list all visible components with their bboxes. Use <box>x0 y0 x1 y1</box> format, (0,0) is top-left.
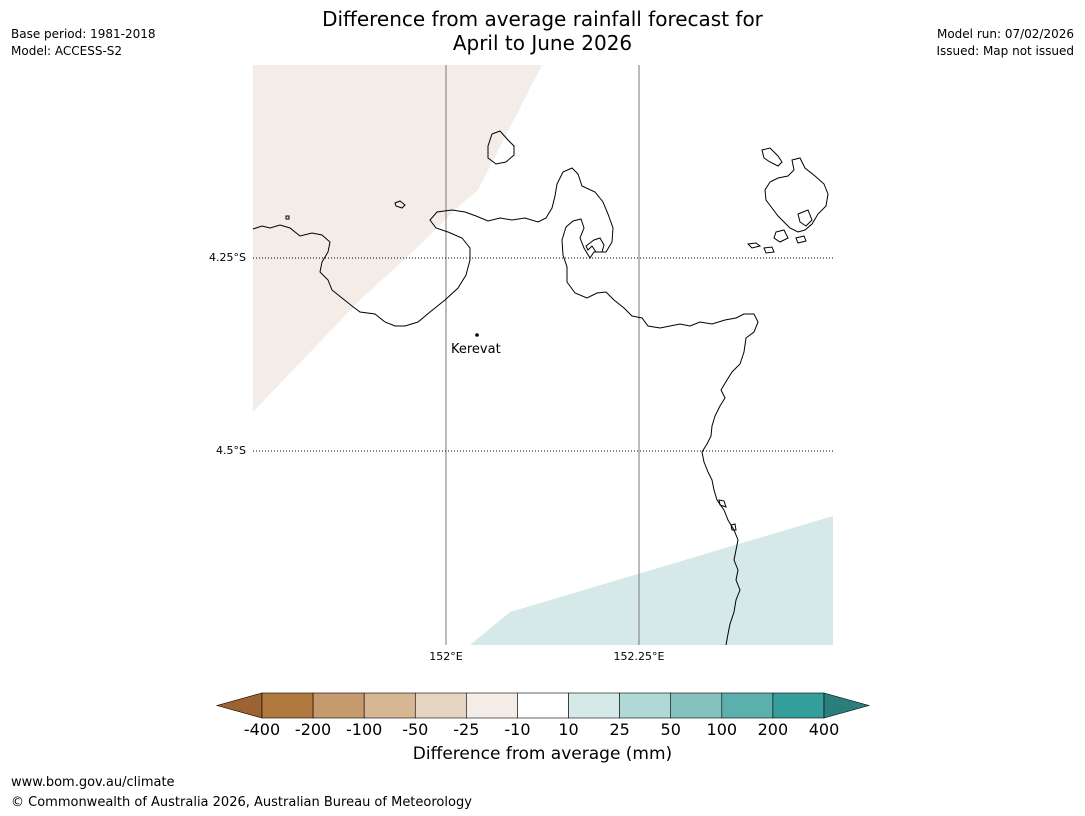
colorbar-tick-label: 100 <box>706 720 738 739</box>
title-line-2: April to June 2026 <box>452 31 633 55</box>
footer-copyright: © Commonwealth of Australia 2026, Austra… <box>11 795 472 810</box>
island-north <box>487 130 515 165</box>
colorbar-tick-label: -50 <box>402 720 429 739</box>
lat-label-4-25: 4.25°S <box>209 251 246 264</box>
kerevat-marker <box>475 333 479 337</box>
island-small-west <box>394 200 406 209</box>
colorbar-tick-label: -400 <box>243 720 281 739</box>
colorbar-tick-label: 50 <box>660 720 681 739</box>
colorbar-tick-label: -25 <box>453 720 480 739</box>
colorbar-segment <box>568 692 620 719</box>
title-line-1: Difference from average rainfall forecas… <box>322 7 763 31</box>
lon-label-152: 152°E <box>429 650 463 663</box>
shading-northwest <box>253 65 542 412</box>
footer-url: www.bom.gov.au/climate <box>11 775 175 790</box>
meta-left: Base period: 1981-2018 Model: ACCESS-S2 <box>11 26 156 60</box>
colorbar-segment <box>619 692 672 719</box>
lon-label-152-25: 152.25°E <box>613 650 665 663</box>
colorbar-tick-label: -200 <box>294 720 332 739</box>
colorbar-segment <box>312 692 365 719</box>
colorbar-segment <box>772 692 825 719</box>
model-name: Model: ACCESS-S2 <box>11 44 123 58</box>
coastline-main <box>252 167 759 646</box>
colorbar-title: Difference from average (mm) <box>412 744 673 764</box>
map-title: Difference from average rainfall forecas… <box>0 7 1085 55</box>
model-run: Model run: 07/02/2026 <box>936 27 1074 41</box>
colorbar-tick-label: -10 <box>504 720 531 739</box>
duke-of-york-islands <box>746 147 829 254</box>
colorbar-segment <box>670 692 723 719</box>
colorbar-segment <box>721 692 774 719</box>
lat-label-4-5: 4.5°S <box>216 444 246 457</box>
colorbar-tick-label: -100 <box>346 720 383 739</box>
colorbar-tick-label: 25 <box>609 720 630 739</box>
colorbar-tick-label: 200 <box>757 720 789 739</box>
islet-northwest <box>285 215 290 220</box>
east-coast-islet-1 <box>718 499 727 508</box>
colorbar-segment <box>363 692 416 719</box>
inlet-detail <box>585 237 605 253</box>
colorbar-segment <box>466 692 518 719</box>
colorbar <box>215 692 871 719</box>
issued-status: Issued: Map not issued <box>936 44 1074 58</box>
colorbar-tick-label: 10 <box>558 720 579 739</box>
colorbar-segment <box>517 692 569 719</box>
east-coast-islet-2 <box>730 523 737 531</box>
meta-right: Model run: 07/02/2026 Issued: Map not is… <box>936 26 1074 60</box>
colorbar-extend-low <box>215 692 263 719</box>
colorbar-extend-high <box>823 692 871 719</box>
base-period: Base period: 1981-2018 <box>11 27 156 41</box>
colorbar-segment <box>261 692 314 719</box>
colorbar-segment <box>414 692 467 719</box>
place-label-kerevat: Kerevat <box>451 342 501 357</box>
shading-southeast <box>470 516 833 645</box>
colorbar-tick-label: 400 <box>808 720 840 739</box>
